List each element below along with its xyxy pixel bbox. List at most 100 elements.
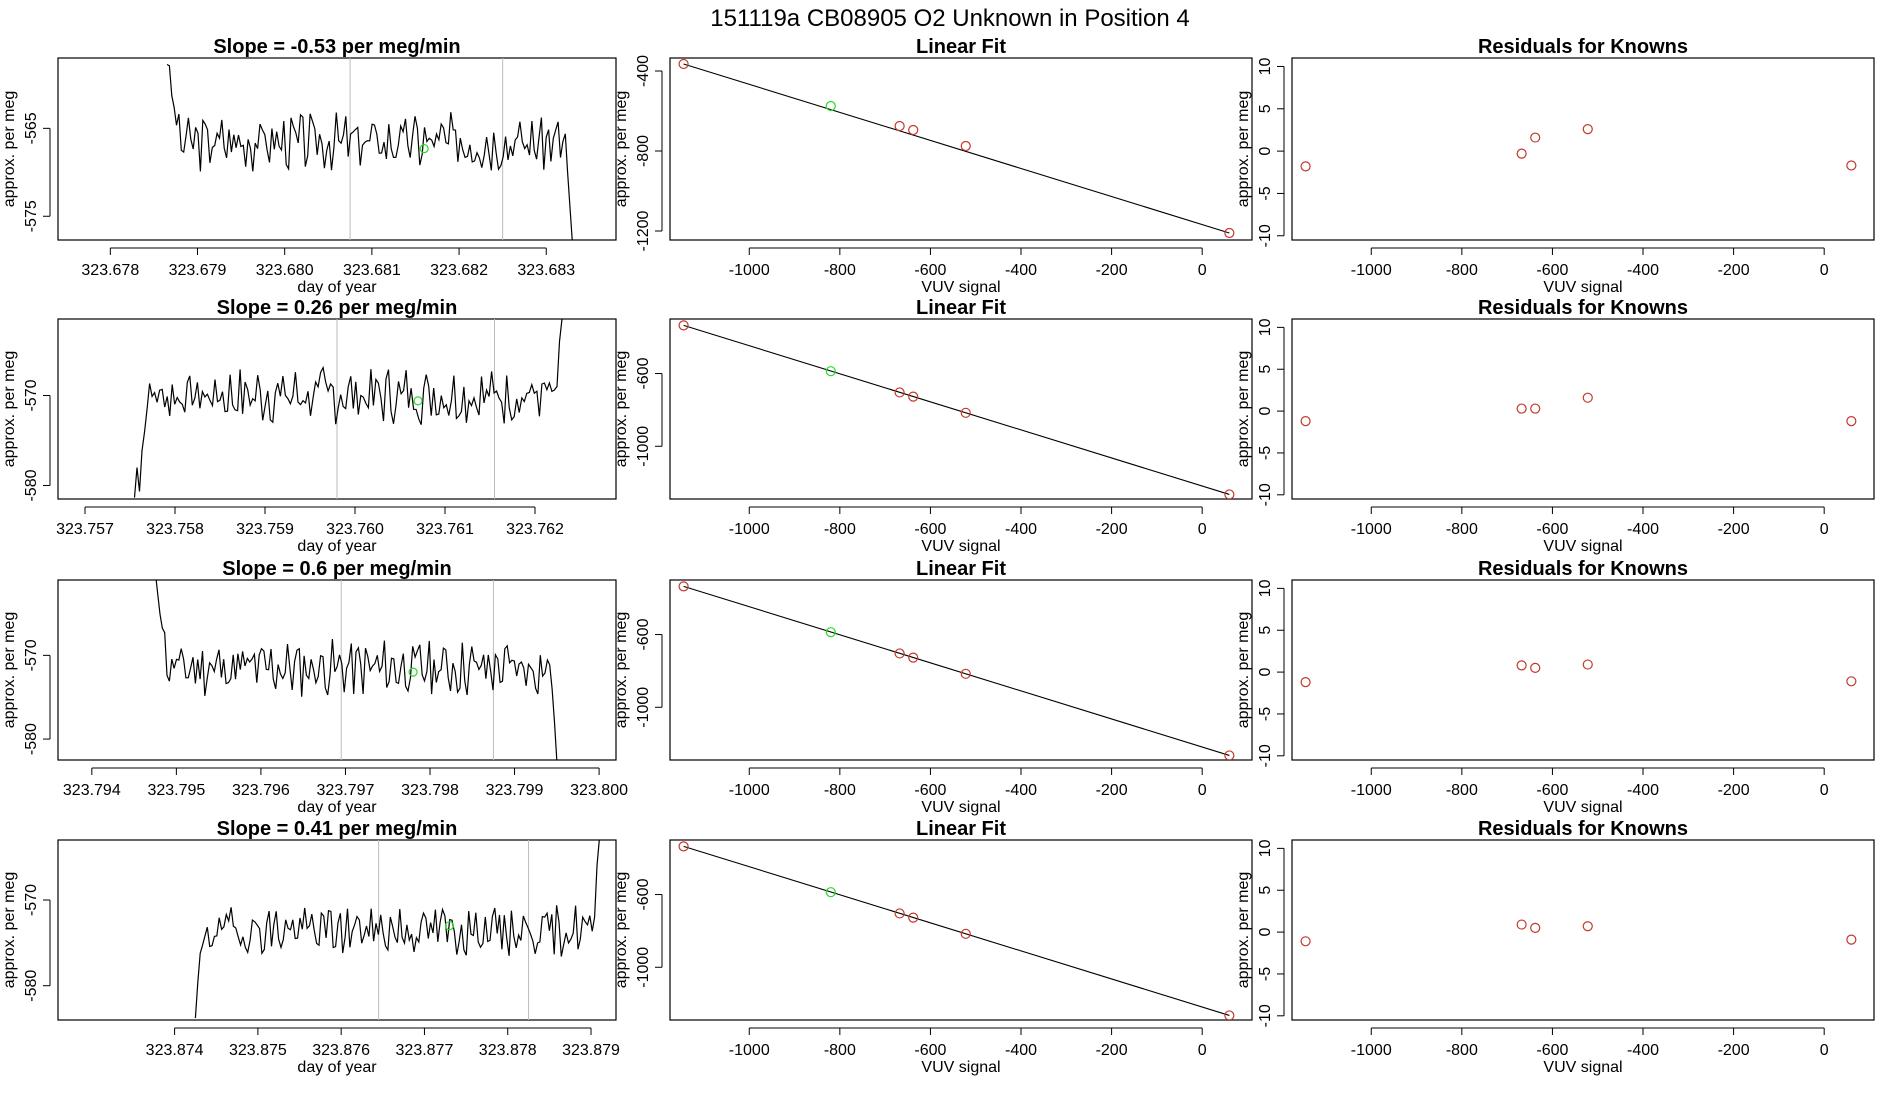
x-tick-label: 323.678 bbox=[81, 262, 139, 279]
x-tick-label: -1000 bbox=[1351, 1042, 1392, 1059]
y-tick-label: -5 bbox=[1257, 186, 1274, 200]
x-tick-label: -600 bbox=[1536, 1042, 1568, 1059]
y-axis-label: approx. per meg bbox=[1, 351, 18, 468]
x-axis-label: VUV signal bbox=[1543, 799, 1622, 816]
x-tick-label: 323.762 bbox=[506, 521, 564, 538]
x-tick-label: -800 bbox=[1446, 262, 1478, 279]
x-tick-label: 0 bbox=[1820, 1042, 1829, 1059]
unknown-point bbox=[408, 667, 418, 677]
y-axis: -400 -800 -1200 approx. per meg bbox=[613, 55, 663, 251]
known-point bbox=[1300, 416, 1311, 427]
x-axis: -1000 -800 -600 -400 -200 0 VUV signal bbox=[729, 506, 1207, 555]
x-tick-label: -200 bbox=[1718, 782, 1750, 799]
x-tick-label: -800 bbox=[824, 262, 856, 279]
known-point bbox=[1300, 677, 1311, 688]
x-tick-label: -1000 bbox=[1351, 782, 1392, 799]
y-tick-label: -570 bbox=[23, 884, 40, 916]
y-tick-label: 10 bbox=[1257, 579, 1274, 597]
x-tick-label: -1000 bbox=[729, 1042, 770, 1059]
row3-resid: Residuals for Knowns-1000 -800 -600 -400 -20… bbox=[1235, 558, 1875, 816]
plot-frame bbox=[1291, 57, 1875, 241]
x-axis-label: day of year bbox=[297, 279, 377, 296]
x-tick-label: -800 bbox=[1446, 521, 1478, 538]
x-tick-label: -600 bbox=[914, 521, 946, 538]
plot-area bbox=[678, 58, 1235, 239]
x-tick-label: 323.679 bbox=[169, 262, 227, 279]
x-tick-label: 323.875 bbox=[229, 1042, 287, 1059]
y-tick-label: 10 bbox=[1257, 318, 1274, 336]
y-axis: 10 5 0 -5 -10 approx. per meg bbox=[1235, 839, 1285, 1027]
y-axis-label: approx. per meg bbox=[1, 612, 18, 729]
x-tick-label: 323.878 bbox=[479, 1042, 537, 1059]
x-tick-label: -600 bbox=[1536, 262, 1568, 279]
x-tick-label: -400 bbox=[1005, 521, 1037, 538]
known-point bbox=[1224, 489, 1235, 499]
y-tick-label: -570 bbox=[23, 639, 40, 671]
x-tick-label: 323.879 bbox=[562, 1042, 620, 1059]
known-point bbox=[1582, 921, 1593, 932]
y-tick-label: -570 bbox=[23, 379, 40, 411]
panel-title: Slope = 0.6 per meg/min bbox=[222, 558, 452, 580]
plot-area bbox=[194, 840, 600, 1020]
y-tick-label: 0 bbox=[1257, 407, 1274, 416]
x-tick-label: -1000 bbox=[1351, 521, 1392, 538]
y-axis-label: approx. per meg bbox=[1235, 612, 1252, 729]
x-axis: 323.678 323.679 323.680 323.681 323.682 323.6… bbox=[81, 247, 575, 296]
x-tick-label: 0 bbox=[1198, 262, 1207, 279]
plot-frame bbox=[669, 57, 1253, 241]
known-point bbox=[1300, 161, 1311, 172]
x-tick-label: 323.794 bbox=[63, 782, 121, 799]
y-tick-label: 0 bbox=[1257, 928, 1274, 937]
y-axis-label: approx. per meg bbox=[613, 872, 630, 989]
x-tick-label: -200 bbox=[1096, 782, 1128, 799]
x-tick-label: 323.796 bbox=[232, 782, 290, 799]
known-point bbox=[1846, 160, 1857, 171]
x-tick-label: 0 bbox=[1820, 782, 1829, 799]
x-tick-label: 0 bbox=[1198, 782, 1207, 799]
x-axis: -1000 -800 -600 -400 -200 0 VUV signal bbox=[1351, 1027, 1829, 1076]
known-point bbox=[894, 908, 905, 919]
y-tick-label: 5 bbox=[1257, 626, 1274, 635]
x-tick-label: -1000 bbox=[729, 782, 770, 799]
y-tick-label: -400 bbox=[635, 55, 652, 87]
y-axis-label: approx. per meg bbox=[613, 612, 630, 729]
x-tick-label: 323.758 bbox=[146, 521, 204, 538]
fit-line bbox=[683, 845, 1230, 1016]
known-point bbox=[1582, 392, 1593, 403]
x-tick-label: -600 bbox=[914, 262, 946, 279]
plot-area bbox=[1300, 919, 1857, 947]
y-tick-label: -1000 bbox=[635, 426, 652, 467]
x-axis-label: VUV signal bbox=[1543, 538, 1622, 555]
plot-frame bbox=[1291, 839, 1875, 1021]
y-axis: -570 -580 approx. per meg bbox=[1, 872, 51, 1002]
x-tick-label: -600 bbox=[914, 782, 946, 799]
panel-title: Slope = -0.53 per meg/min bbox=[213, 36, 460, 58]
x-tick-label: 0 bbox=[1820, 262, 1829, 279]
known-point bbox=[894, 387, 905, 398]
plot-area bbox=[678, 581, 1235, 760]
known-point bbox=[908, 391, 919, 402]
y-axis: 10 5 0 -5 -10 approx. per meg bbox=[1235, 57, 1285, 247]
plot-frame bbox=[669, 318, 1253, 500]
y-tick-label: -600 bbox=[635, 878, 652, 910]
panel-title: Residuals for Knowns bbox=[1478, 558, 1688, 580]
known-point bbox=[1224, 750, 1235, 760]
x-axis: -1000 -800 -600 -400 -200 0 VUV signal bbox=[729, 767, 1207, 816]
y-axis-label: approx. per meg bbox=[613, 91, 630, 208]
known-point bbox=[960, 140, 971, 152]
y-tick-label: -1000 bbox=[635, 947, 652, 988]
x-tick-label: 323.797 bbox=[317, 782, 375, 799]
plot-frame bbox=[57, 57, 617, 241]
plot-area bbox=[678, 320, 1235, 499]
x-tick-label: -800 bbox=[824, 782, 856, 799]
x-axis: -1000 -800 -600 -400 -200 0 VUV signal bbox=[1351, 247, 1829, 296]
x-tick-label: -800 bbox=[824, 521, 856, 538]
known-point bbox=[1224, 227, 1235, 239]
x-tick-label: 323.683 bbox=[517, 262, 575, 279]
row3-fit: Linear Fit -1000 -800 -600 -400 -200 0 VUV sign… bbox=[613, 558, 1253, 816]
y-axis: 10 5 0 -5 -10 approx. per meg bbox=[1235, 579, 1285, 767]
known-point bbox=[894, 648, 905, 659]
known-point bbox=[1530, 132, 1541, 143]
